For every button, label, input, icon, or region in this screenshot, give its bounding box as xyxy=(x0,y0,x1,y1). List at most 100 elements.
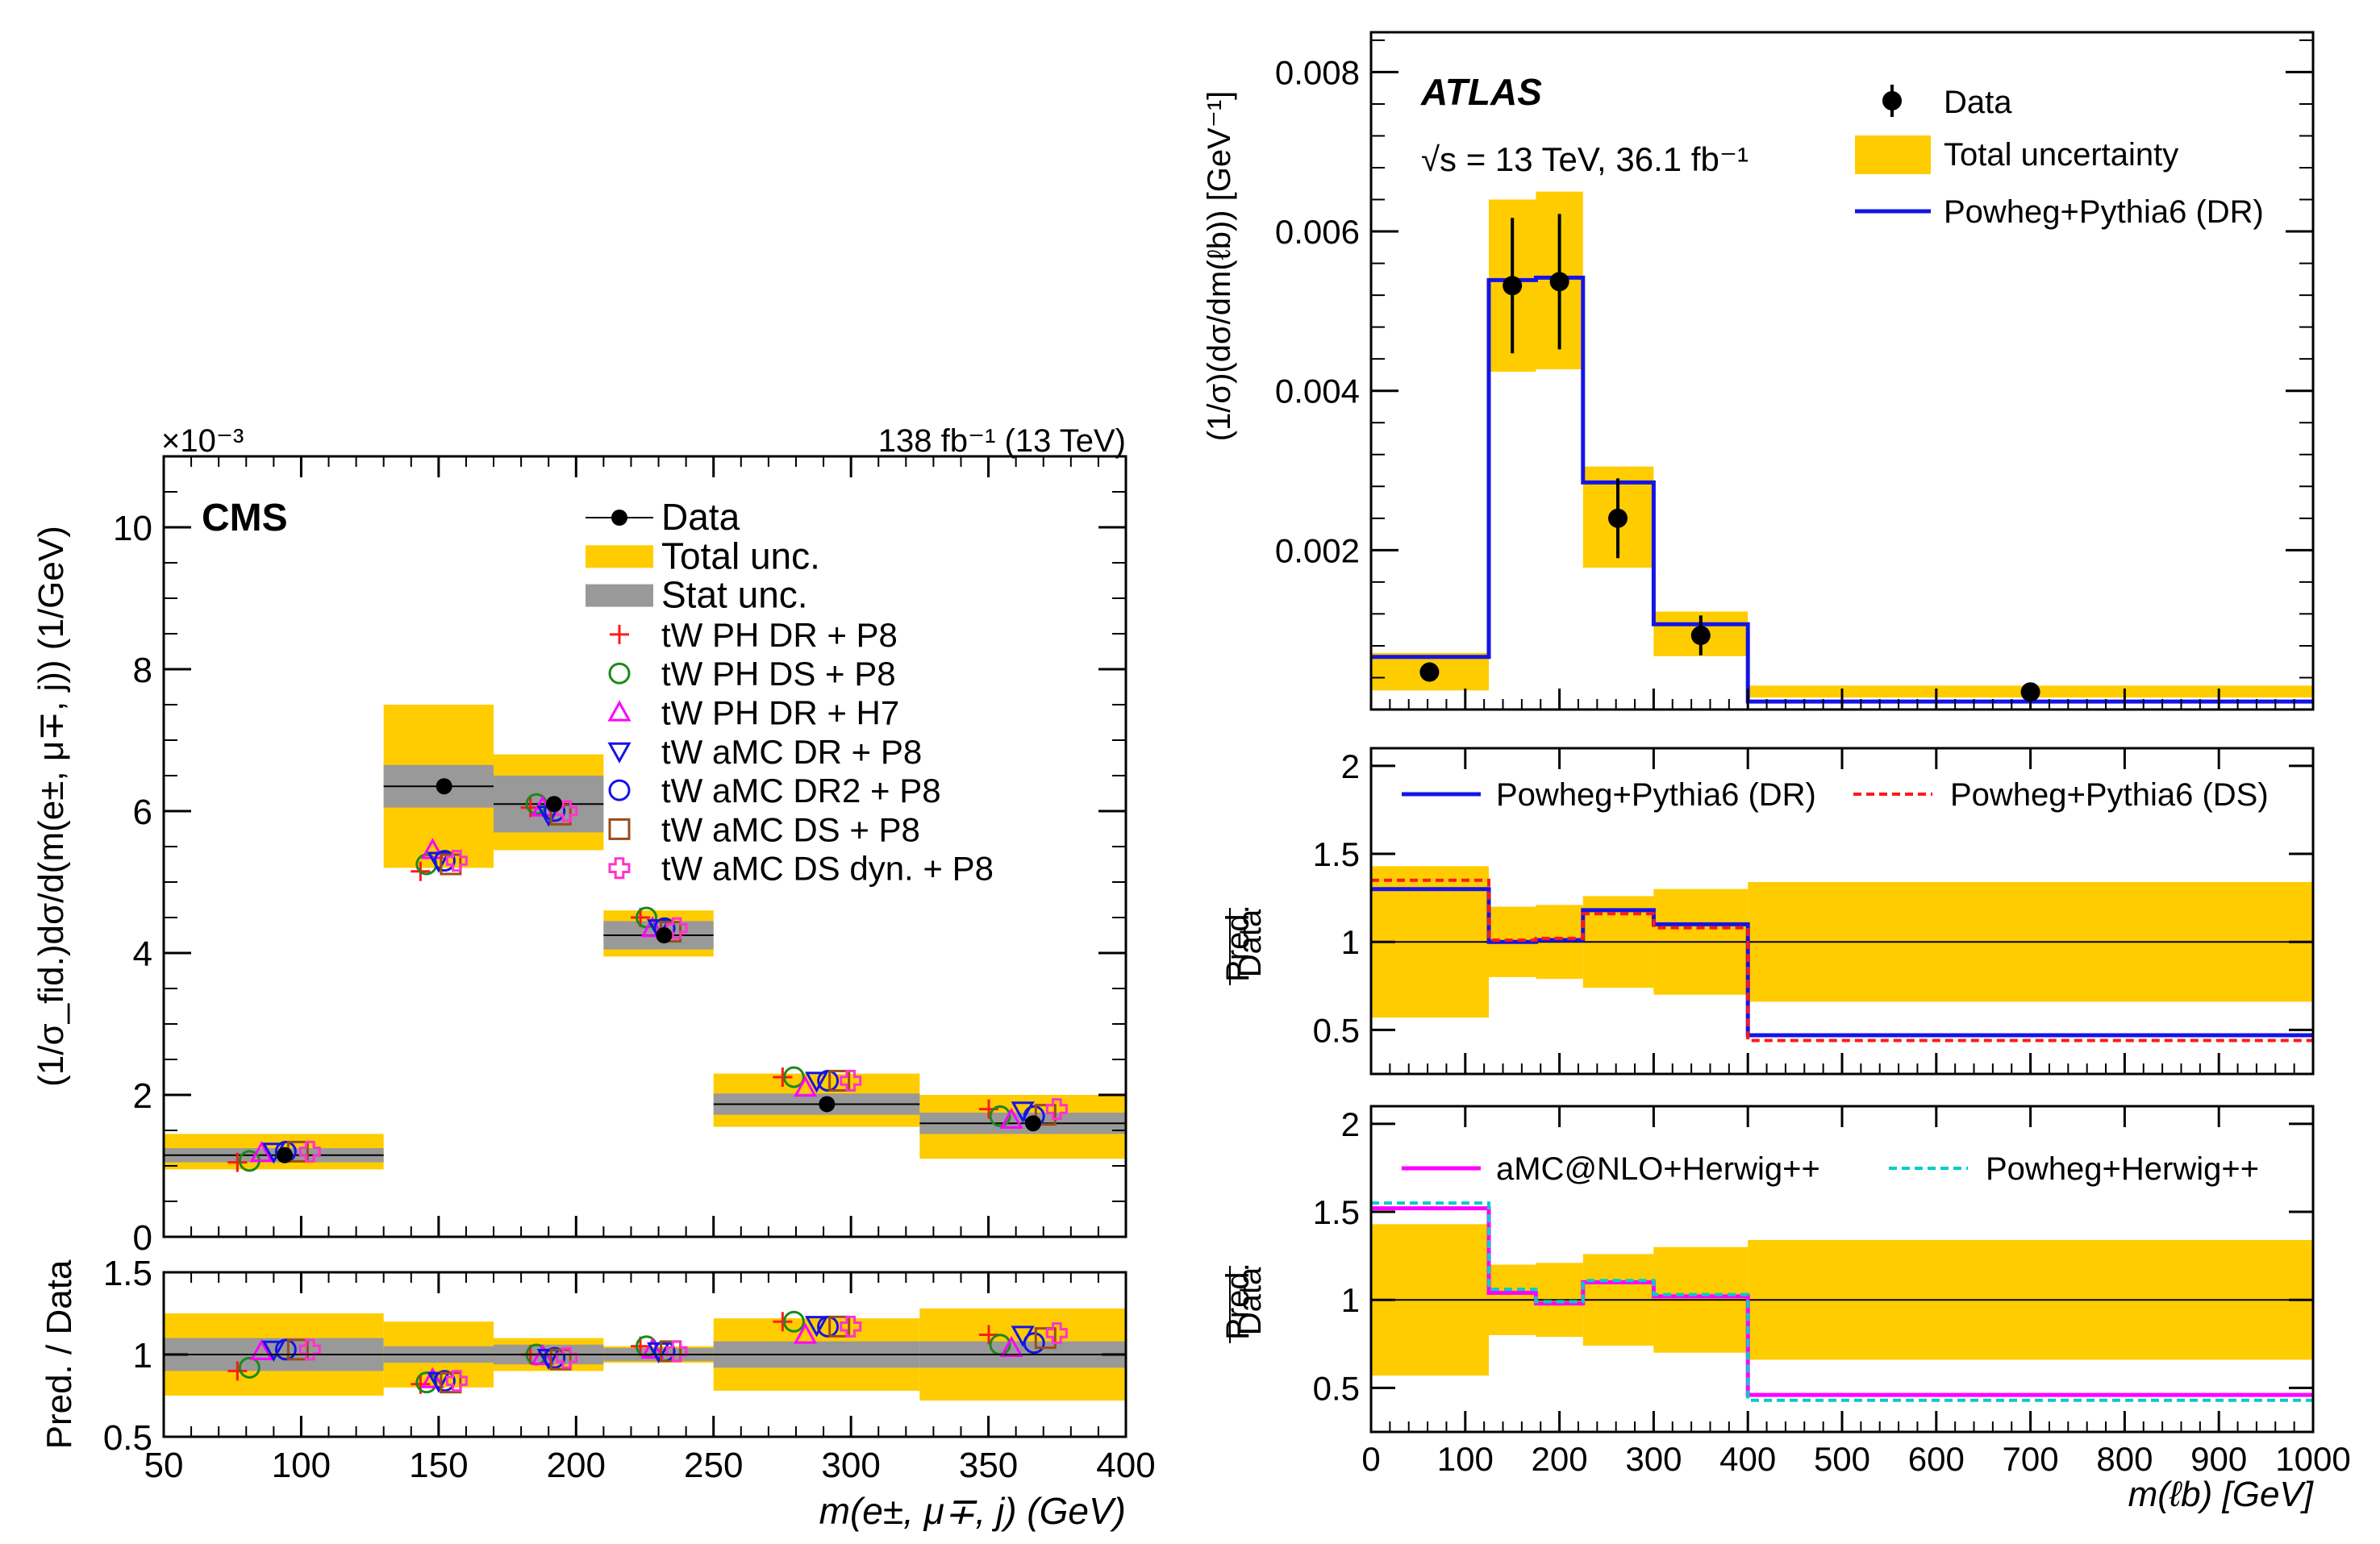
atlas-ratio1-ylabel-top: Pred. xyxy=(1220,905,1256,982)
legend-label: Total unc. xyxy=(661,535,820,576)
prediction-marker xyxy=(817,1315,840,1338)
atlas-energy: √s = 13 TeV, 36.1 fb⁻¹ xyxy=(1421,140,1749,178)
x-tick-label: 600 xyxy=(1908,1440,1965,1478)
x-tick-label: 0 xyxy=(1361,1440,1380,1478)
cms-x-axis-label: m(e±, μ∓, j) (GeV) xyxy=(819,1490,1126,1532)
prediction-marker xyxy=(1011,1101,1035,1123)
legend-label: tW PH DR + H7 xyxy=(661,694,899,732)
legend-label: tW aMC DS + P8 xyxy=(661,810,920,848)
prediction-marker xyxy=(298,1140,321,1163)
legend-label: tW aMC DR2 + P8 xyxy=(661,772,941,809)
atlas-ratio1-y-ticks: 0.5 1 1.5 2 xyxy=(1313,747,2313,1049)
cms-label: CMS xyxy=(202,497,288,539)
atlas-main-plot-area xyxy=(1371,191,2313,704)
atlas-ratio2-ylabel-bottom: Data xyxy=(1232,1267,1268,1335)
prediction-marker xyxy=(640,916,665,938)
prediction-marker xyxy=(298,1338,321,1361)
legend-label: Data xyxy=(661,496,740,538)
data-point xyxy=(276,1147,293,1163)
cms-lumi: 138 fb⁻¹ (13 TeV) xyxy=(878,423,1126,459)
prediction-marker xyxy=(1034,1104,1057,1126)
atlas-ratio2-legend: aMC@NLO+Herwig++ Powheg+Herwig++ xyxy=(1402,1151,2259,1187)
prediction-marker xyxy=(433,850,456,872)
cms-ratio-panel: 0.511.5 50 100 150 200 250 300 350 400 Pred. / … xyxy=(40,456,1156,1532)
prediction-marker xyxy=(640,1337,665,1359)
legend-marker-3 xyxy=(607,700,631,722)
atlas-y-axis-label: (1/σ)(dσ/dm(ℓb)) [GeV⁻¹] xyxy=(1202,91,1237,442)
cms-exponent: ×10⁻³ xyxy=(161,423,244,459)
prediction-marker xyxy=(782,1066,805,1088)
atlas-ratio1-plot-area xyxy=(1371,866,2313,1043)
prediction-marker xyxy=(1023,1332,1045,1355)
y-tick-label: 2 xyxy=(133,1076,152,1116)
y-tick-label: 0.008 xyxy=(1275,53,1360,91)
legend-total-unc-swatch xyxy=(1855,135,1931,174)
prediction-marker xyxy=(660,1340,682,1363)
cms-y-axis-label: (1/σ_fid.)dσ/d(m(e±, μ∓, j)) (1/GeV) xyxy=(31,526,71,1087)
y-tick-label: 0.006 xyxy=(1275,213,1360,251)
prediction-marker xyxy=(979,1325,998,1345)
prediction-marker xyxy=(817,1069,840,1092)
legend-marker-5 xyxy=(608,779,631,801)
y-tick-label: 1 xyxy=(133,1336,152,1375)
y-tick-label: 6 xyxy=(133,793,152,832)
x-tick-label: 500 xyxy=(1814,1440,1870,1478)
atlas-x-axis-label: m(ℓb) [GeV] xyxy=(2128,1475,2315,1514)
y-tick-label: 0.002 xyxy=(1275,531,1360,569)
atlas-main-panel: 0.002 0.004 0.006 0.008 ATLAS √s = 13 TeV, … xyxy=(1202,31,2315,711)
prediction-marker xyxy=(828,1069,851,1092)
prediction-marker xyxy=(999,1107,1023,1129)
x-tick-label: 200 xyxy=(1532,1440,1588,1478)
prediction-marker xyxy=(773,1067,793,1087)
data-point xyxy=(1419,662,1440,682)
prediction-marker xyxy=(840,1069,862,1092)
data-point xyxy=(1503,276,1523,296)
legend-label: Total uncertainty xyxy=(1944,137,2178,173)
y-tick-label: 10 xyxy=(113,509,152,548)
legend-marker-4 xyxy=(607,742,631,764)
prediction-marker xyxy=(445,1370,468,1392)
x-tick-label: 50 xyxy=(144,1446,184,1485)
x-tick-label: 200 xyxy=(547,1446,606,1485)
x-tick-label: 700 xyxy=(2003,1440,2059,1478)
prediction-marker xyxy=(544,1346,566,1369)
prediction-marker xyxy=(227,1361,248,1381)
legend-label: Powheg+Pythia6 (DR) xyxy=(1944,194,2264,230)
x-tick-label: 100 xyxy=(1437,1440,1494,1478)
legend-label: Data xyxy=(1944,85,2012,120)
atlas-ratio-panel-1: 0.511.52 Powheg+Pythia6 (DR) Powheg+Pythi… xyxy=(1220,747,2315,1076)
atlas-ratio-panel-2: 0.5 1 1.5 2 aMC@NLO+Herwig++ Powheg+Herwig++… xyxy=(1220,689,2351,1514)
y-tick-label: 2 xyxy=(1341,1105,1360,1143)
data-point xyxy=(819,1096,836,1113)
y-tick-label: 0.004 xyxy=(1275,372,1360,410)
prediction-marker xyxy=(804,1316,829,1338)
legend-marker-2 xyxy=(608,662,631,685)
x-tick-label: 900 xyxy=(2190,1440,2247,1478)
x-tick-label: 300 xyxy=(821,1446,880,1485)
prediction-marker xyxy=(227,1152,248,1172)
data-point xyxy=(1549,272,1569,292)
prediction-marker xyxy=(1045,1321,1068,1344)
prediction-marker xyxy=(249,1141,273,1163)
legend-total-unc-swatch xyxy=(586,545,653,568)
prediction-marker xyxy=(999,1335,1023,1357)
prediction-marker xyxy=(793,1076,818,1097)
atlas-ratio2-plot-area xyxy=(1371,1201,2313,1402)
prediction-marker xyxy=(1045,1098,1068,1121)
legend-label: Powheg+Pythia6 (DS) xyxy=(1950,777,2269,813)
y-tick-label: 0.5 xyxy=(103,1418,152,1458)
prediction-marker xyxy=(445,850,468,872)
y-tick-label: 1.5 xyxy=(103,1254,152,1293)
legend-marker-6 xyxy=(608,818,631,840)
prediction-marker xyxy=(238,1356,261,1379)
data-point xyxy=(1690,626,1711,646)
y-tick-label: 0.5 xyxy=(1313,1369,1360,1407)
legend-label: Powheg+Pythia6 (DR) xyxy=(1496,777,1816,813)
legend-stat-unc-swatch xyxy=(586,584,653,607)
data-point xyxy=(656,927,673,943)
y-tick-label: 2 xyxy=(1341,747,1360,785)
legend-label: Stat unc. xyxy=(661,574,808,616)
prediction-marker xyxy=(804,1072,829,1093)
